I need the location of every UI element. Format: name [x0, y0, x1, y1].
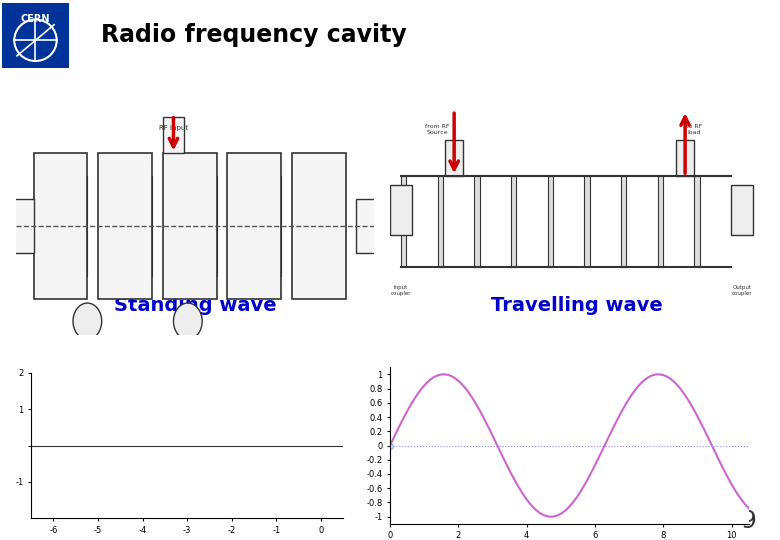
Bar — [676, 140, 694, 176]
Bar — [34, 153, 87, 299]
Bar — [621, 176, 626, 267]
Bar — [401, 176, 406, 267]
Bar — [438, 176, 443, 267]
Bar — [511, 176, 516, 267]
Text: to RF
load: to RF load — [686, 124, 703, 135]
Circle shape — [73, 303, 101, 339]
Text: RF input: RF input — [159, 125, 188, 131]
Text: CERN: CERN — [21, 15, 50, 24]
Bar — [390, 185, 412, 235]
Text: Travelling wave: Travelling wave — [491, 295, 663, 315]
Text: 9: 9 — [741, 509, 757, 533]
Text: Standing wave: Standing wave — [114, 295, 276, 315]
Text: from RF
Source: from RF Source — [425, 124, 450, 135]
Bar — [584, 176, 590, 267]
Text: Radio frequency cavity: Radio frequency cavity — [101, 23, 407, 47]
Bar — [163, 117, 184, 153]
Bar — [445, 140, 463, 176]
Text: Output
coupler: Output coupler — [732, 285, 752, 296]
Bar — [9, 199, 34, 253]
Bar — [98, 153, 152, 299]
Bar — [548, 176, 553, 267]
Bar — [694, 176, 700, 267]
Bar — [658, 176, 663, 267]
Bar — [163, 153, 217, 299]
Bar — [731, 185, 753, 235]
Bar — [356, 199, 381, 253]
Bar — [292, 153, 346, 299]
Bar — [227, 153, 281, 299]
Circle shape — [173, 303, 202, 339]
Text: Input
coupler: Input coupler — [391, 285, 411, 296]
Bar — [474, 176, 480, 267]
